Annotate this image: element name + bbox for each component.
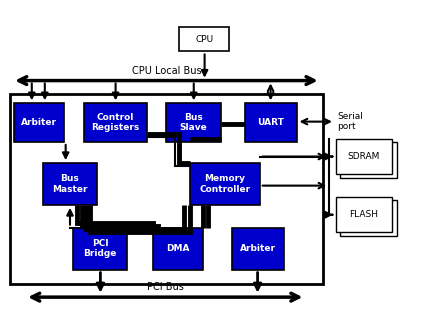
Text: Bus
Slave: Bus Slave [180, 113, 208, 132]
Text: Bus
Master: Bus Master [52, 174, 87, 194]
Text: Control
Registers: Control Registers [91, 113, 139, 132]
Bar [43, 163, 97, 205]
Bar [340, 200, 396, 236]
Text: PCI
Bridge: PCI Bridge [83, 239, 117, 258]
Bar [153, 228, 203, 270]
Text: Serial
port: Serial port [337, 112, 363, 131]
Bar [10, 94, 323, 284]
Bar [232, 228, 284, 270]
Bar [14, 103, 64, 142]
Text: CPU: CPU [195, 35, 213, 44]
Bar [84, 103, 147, 142]
Text: CPU Local Bus: CPU Local Bus [132, 66, 201, 76]
Text: PCI Bus: PCI Bus [147, 282, 184, 292]
Text: Memory
Controller: Memory Controller [199, 174, 250, 194]
Text: UART: UART [257, 118, 284, 127]
Text: Arbiter: Arbiter [239, 244, 276, 253]
Text: SDRAM: SDRAM [348, 152, 380, 161]
Bar [340, 142, 396, 178]
Bar [336, 197, 392, 232]
Bar [336, 139, 392, 174]
Bar [180, 27, 229, 52]
Bar [245, 103, 297, 142]
Text: Arbiter: Arbiter [21, 118, 57, 127]
Bar [190, 163, 260, 205]
Text: FLASH: FLASH [350, 210, 378, 219]
Text: DMA: DMA [166, 244, 190, 253]
Bar [73, 228, 127, 270]
Bar [166, 103, 221, 142]
